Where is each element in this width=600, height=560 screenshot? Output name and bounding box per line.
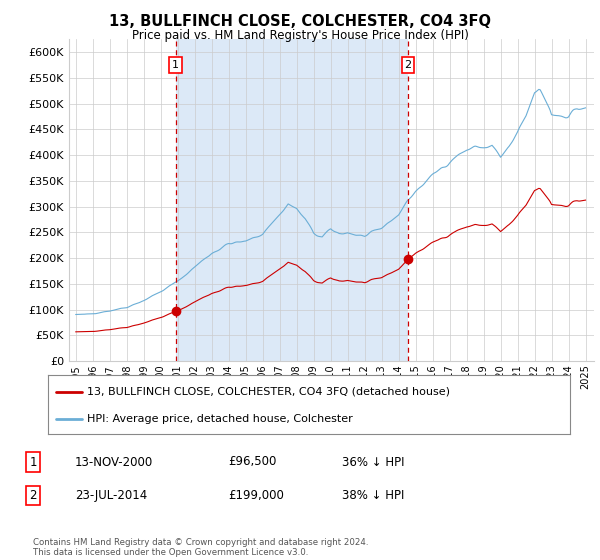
Text: HPI: Average price, detached house, Colchester: HPI: Average price, detached house, Colc… (87, 414, 353, 424)
Text: 1: 1 (29, 455, 37, 469)
Text: 23-JUL-2014: 23-JUL-2014 (75, 489, 147, 502)
Text: 2: 2 (29, 489, 37, 502)
Text: 38% ↓ HPI: 38% ↓ HPI (342, 489, 404, 502)
Text: 1: 1 (172, 60, 179, 70)
Bar (176, 39, 408, 361)
Text: 36% ↓ HPI: 36% ↓ HPI (342, 455, 404, 469)
Text: 13-NOV-2000: 13-NOV-2000 (75, 455, 153, 469)
Text: 13, BULLFINCH CLOSE, COLCHESTER, CO4 3FQ (detached house): 13, BULLFINCH CLOSE, COLCHESTER, CO4 3FQ… (87, 386, 450, 396)
Text: £199,000: £199,000 (228, 489, 284, 502)
Text: 2: 2 (404, 60, 412, 70)
Text: Contains HM Land Registry data © Crown copyright and database right 2024.
This d: Contains HM Land Registry data © Crown c… (33, 538, 368, 557)
Text: Price paid vs. HM Land Registry's House Price Index (HPI): Price paid vs. HM Land Registry's House … (131, 29, 469, 42)
Text: 13, BULLFINCH CLOSE, COLCHESTER, CO4 3FQ: 13, BULLFINCH CLOSE, COLCHESTER, CO4 3FQ (109, 14, 491, 29)
Text: £96,500: £96,500 (228, 455, 277, 469)
